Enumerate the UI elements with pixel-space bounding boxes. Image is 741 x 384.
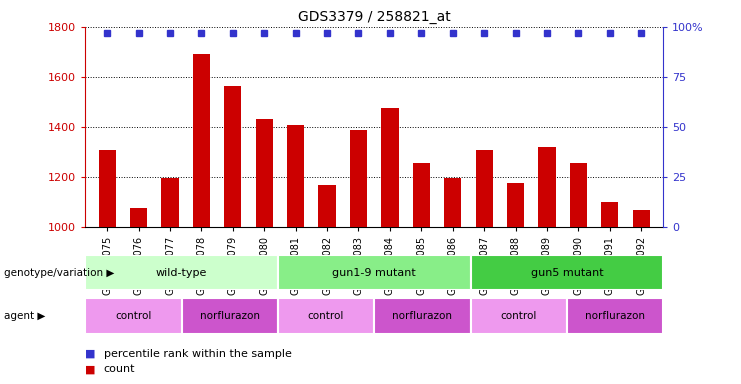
Bar	[182, 298, 278, 334]
Bar	[633, 210, 650, 227]
Text: control: control	[115, 311, 152, 321]
Bar	[570, 163, 587, 227]
Text: gun1-9 mutant: gun1-9 mutant	[332, 268, 416, 278]
Bar	[278, 255, 471, 290]
Bar	[538, 147, 556, 227]
Bar	[85, 255, 278, 290]
Bar	[287, 126, 305, 227]
Text: norflurazon: norflurazon	[393, 311, 452, 321]
Text: genotype/variation ▶: genotype/variation ▶	[4, 268, 114, 278]
Bar	[413, 163, 430, 227]
Text: agent ▶: agent ▶	[4, 311, 45, 321]
Text: norflurazon: norflurazon	[200, 311, 259, 321]
Bar	[444, 178, 462, 227]
Bar	[601, 202, 619, 227]
Title: GDS3379 / 258821_at: GDS3379 / 258821_at	[298, 10, 451, 25]
Text: control: control	[308, 311, 345, 321]
Bar	[507, 183, 524, 227]
Bar	[476, 151, 493, 227]
Bar	[374, 298, 471, 334]
Text: norflurazon: norflurazon	[585, 311, 645, 321]
Text: wild-type: wild-type	[156, 268, 207, 278]
Text: percentile rank within the sample: percentile rank within the sample	[104, 349, 292, 359]
Bar	[319, 185, 336, 227]
Bar	[382, 108, 399, 227]
Text: count: count	[104, 364, 136, 374]
Bar	[85, 298, 182, 334]
Bar	[99, 151, 116, 227]
Text: ■: ■	[85, 364, 96, 374]
Text: control: control	[500, 311, 537, 321]
Bar	[278, 298, 374, 334]
Bar	[256, 119, 273, 227]
Bar	[471, 255, 663, 290]
Bar	[193, 55, 210, 227]
Text: ■: ■	[85, 349, 96, 359]
Bar	[350, 131, 367, 227]
Bar	[471, 298, 567, 334]
Bar	[130, 208, 147, 227]
Bar	[225, 86, 242, 227]
Bar	[567, 298, 663, 334]
Text: gun5 mutant: gun5 mutant	[531, 268, 603, 278]
Bar	[162, 178, 179, 227]
